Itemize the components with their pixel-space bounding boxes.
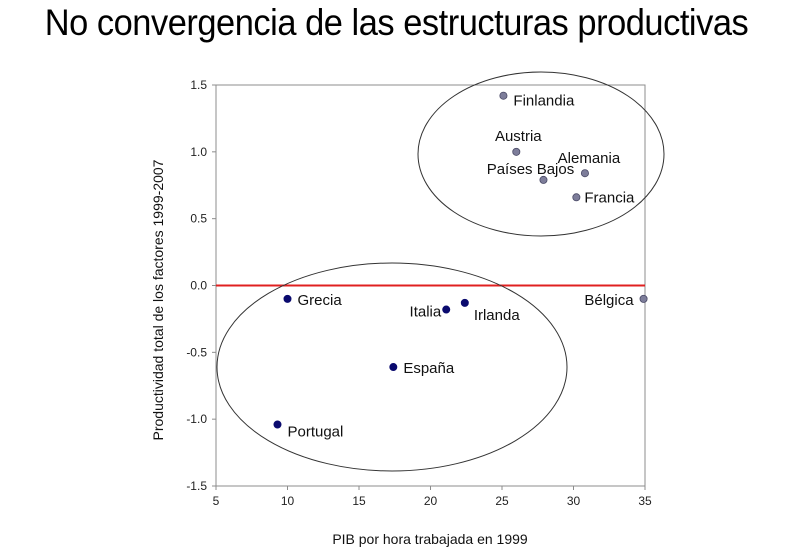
data-point-italia: [442, 305, 451, 314]
data-point-austria: [512, 147, 521, 156]
low-productivity-cluster-ellipse: [216, 262, 568, 472]
y-tick-label: -1.5: [186, 479, 207, 493]
high-productivity-cluster-ellipse: [417, 71, 665, 237]
x-tick-label: 10: [281, 494, 295, 508]
y-tick-label: 1.0: [190, 145, 207, 159]
x-tick-label: 35: [638, 494, 652, 508]
point-label-paises-bajos: Países Bajos: [487, 161, 575, 178]
point-label-irlanda: Irlanda: [474, 307, 521, 324]
point-label-italia: Italia: [410, 304, 442, 321]
point-label-espana: España: [403, 360, 455, 377]
point-label-francia: Francia: [584, 189, 635, 206]
point-label-belgica: Bélgica: [584, 292, 634, 309]
point-label-austria: Austria: [495, 128, 542, 145]
data-point-paises-bajos: [539, 175, 548, 184]
point-label-alemania: Alemania: [558, 150, 621, 167]
data-point-portugal: [273, 420, 282, 429]
y-axis-label: Productividad total de los factores 1999…: [150, 159, 166, 440]
data-point-francia: [572, 193, 581, 202]
y-tick-label: 1.5: [190, 78, 207, 92]
x-tick-label: 25: [495, 494, 509, 508]
point-label-finlandia: Finlandia: [513, 93, 575, 110]
x-axis-label: PIB por hora trabajada en 1999: [332, 531, 528, 547]
data-point-grecia: [283, 294, 292, 303]
y-tick-label: 0.5: [190, 212, 207, 226]
x-tick-label: 15: [352, 494, 366, 508]
slide-title: No convergencia de las estructuras produ…: [44, 2, 749, 43]
point-label-grecia: Grecia: [298, 292, 343, 309]
data-point-alemania: [580, 169, 589, 178]
data-point-belgica: [639, 294, 648, 303]
x-tick-label: 20: [424, 494, 438, 508]
data-point-irlanda: [460, 298, 469, 307]
y-tick-label: 0.0: [190, 279, 207, 293]
x-tick-label: 30: [567, 494, 581, 508]
point-label-portugal: Portugal: [287, 424, 343, 441]
data-point-espana: [389, 363, 398, 372]
y-tick-label: -0.5: [186, 345, 207, 359]
data-point-finlandia: [499, 91, 508, 100]
x-tick-label: 5: [213, 494, 220, 508]
y-tick-label: -1.0: [186, 412, 207, 426]
